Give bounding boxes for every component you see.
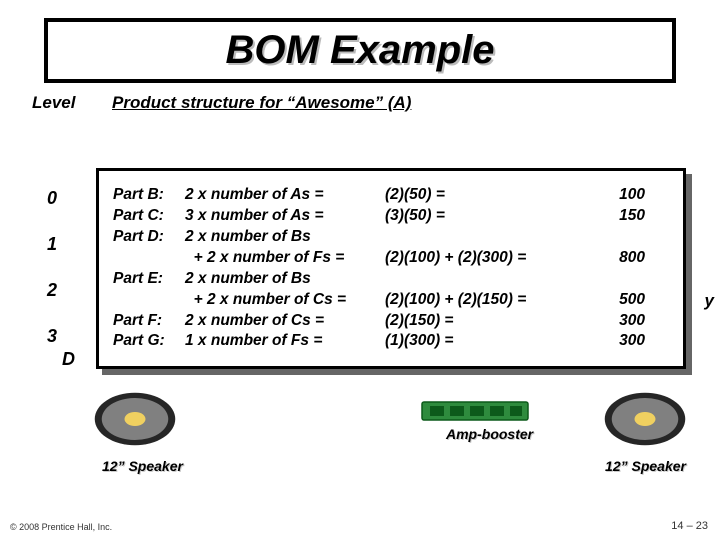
level-3: 3 bbox=[40, 313, 64, 359]
calc-row: + 2 x number of Fs =(2)(100) + (2)(300) … bbox=[113, 248, 669, 269]
speaker-right-label: 12” Speaker bbox=[605, 458, 686, 474]
copyright-text: © 2008 Prentice Hall, Inc. bbox=[10, 522, 112, 532]
amp-booster-icon bbox=[420, 396, 530, 424]
slide: BOM Example Level Product structure for … bbox=[0, 0, 720, 540]
calculation-box: Part B:2 x number of As =(2)(50) =100 Pa… bbox=[96, 168, 686, 369]
level-header: Level bbox=[32, 93, 112, 113]
title-box: BOM Example bbox=[44, 18, 676, 83]
slide-title: BOM Example bbox=[58, 28, 662, 73]
page-number: 14 – 23 bbox=[671, 520, 708, 532]
calc-row: Part F:2 x number of Cs =(2)(150) =300 bbox=[113, 311, 669, 332]
stray-letter-d: D bbox=[62, 349, 75, 370]
amp-booster-label: Amp-booster bbox=[446, 426, 533, 442]
speaker-left-label: 12” Speaker bbox=[102, 458, 183, 474]
level-0: 0 bbox=[40, 175, 64, 221]
calc-row: Part G:1 x number of Fs =(1)(300) =300 bbox=[113, 331, 669, 352]
calc-row: Part C:3 x number of As =(3)(50) =150 bbox=[113, 206, 669, 227]
speaker-right-icon bbox=[600, 384, 690, 454]
calc-row: Part E:2 x number of Bs bbox=[113, 269, 669, 290]
level-2: 2 bbox=[40, 267, 64, 313]
speaker-left-icon bbox=[90, 384, 180, 454]
header-row: Level Product structure for “Awesome” (A… bbox=[32, 93, 696, 113]
calc-row: Part D:2 x number of Bs bbox=[113, 227, 669, 248]
calc-row: + 2 x number of Cs =(2)(100) + (2)(150) … bbox=[113, 290, 669, 311]
stray-letter-y: y bbox=[705, 291, 714, 311]
product-structure-header: Product structure for “Awesome” (A) bbox=[112, 93, 696, 113]
level-numbers: 0 1 2 3 bbox=[40, 175, 64, 359]
calc-row: Part B:2 x number of As =(2)(50) =100 bbox=[113, 185, 669, 206]
level-1: 1 bbox=[40, 221, 64, 267]
